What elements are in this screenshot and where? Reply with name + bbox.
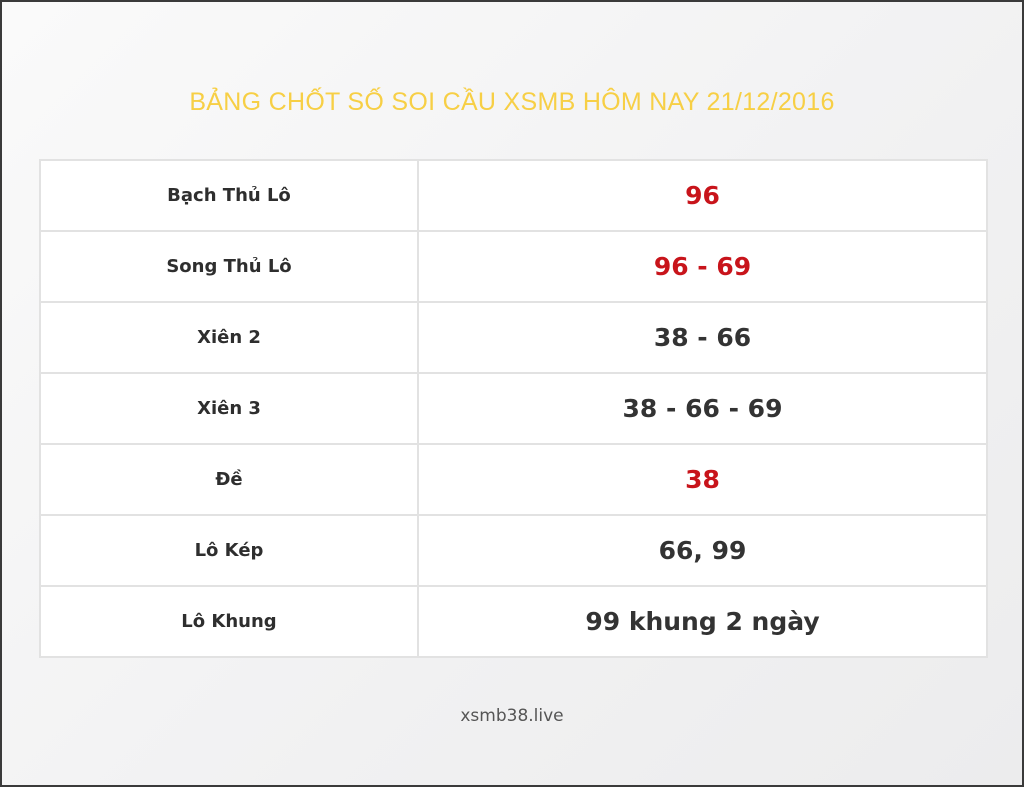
table-row: Xiên 2 38 - 66 [39, 301, 988, 374]
row-label: Xiên 2 [39, 301, 419, 374]
prediction-table: Bạch Thủ Lô 96 Song Thủ Lô 96 - 69 Xiên 2 38 … [39, 159, 988, 658]
row-value: 96 [417, 159, 988, 232]
row-value: 38 - 66 [417, 301, 988, 374]
table-row: Lô Khung 99 khung 2 ngày [39, 585, 988, 658]
table-row: Xiên 3 38 - 66 - 69 [39, 372, 988, 445]
row-value: 38 - 66 - 69 [417, 372, 988, 445]
page-title: BẢNG CHỐT SỐ SOI CẦU XSMB HÔM NAY 21/12/… [189, 88, 835, 116]
row-label: Song Thủ Lô [39, 230, 419, 303]
table-row: Đề 38 [39, 443, 988, 516]
footer-site: xsmb38.live [460, 706, 564, 726]
row-label: Lô Kép [39, 514, 419, 587]
row-value: 66, 99 [417, 514, 988, 587]
row-label: Đề [39, 443, 419, 516]
row-label: Lô Khung [39, 585, 419, 658]
row-label: Bạch Thủ Lô [39, 159, 419, 232]
table-row: Bạch Thủ Lô 96 [39, 159, 988, 232]
row-value: 99 khung 2 ngày [417, 585, 988, 658]
row-value: 38 [417, 443, 988, 516]
table-row: Lô Kép 66, 99 [39, 514, 988, 587]
row-value: 96 - 69 [417, 230, 988, 303]
row-label: Xiên 3 [39, 372, 419, 445]
table-row: Song Thủ Lô 96 - 69 [39, 230, 988, 303]
